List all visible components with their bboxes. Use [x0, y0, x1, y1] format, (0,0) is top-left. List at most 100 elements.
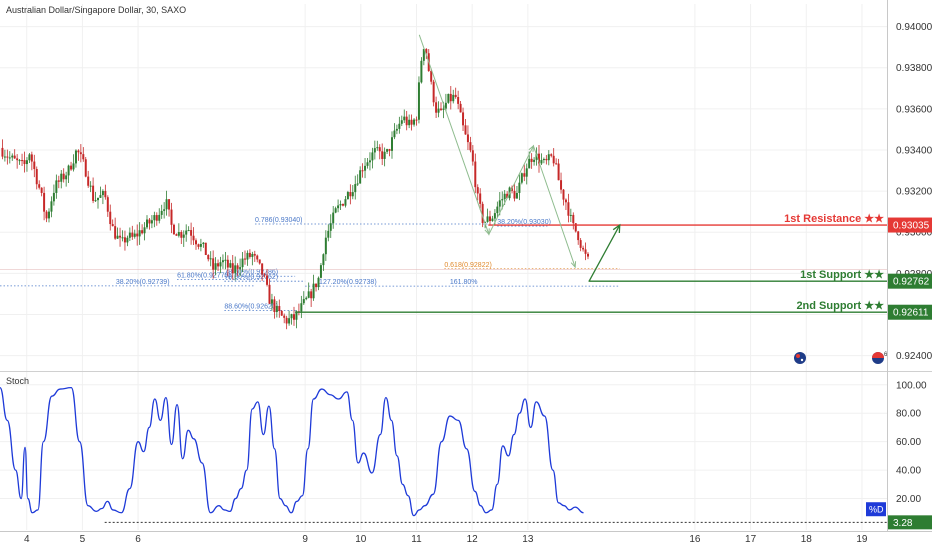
candle-body	[562, 189, 565, 200]
candle-body	[452, 94, 455, 102]
candle-body	[327, 230, 330, 238]
candle-body	[540, 160, 543, 164]
candle-body	[246, 252, 249, 260]
price-tags: 0.93035 0.92762 0.92611 3.28 %D	[866, 217, 932, 530]
stoch-value-text: 3.28	[893, 518, 913, 529]
candle-body	[486, 216, 489, 222]
candle-body	[498, 200, 501, 207]
candle-body	[466, 134, 469, 143]
candle-body	[79, 152, 82, 155]
price-panel[interactable]: Australian Dollar/Singapore Dollar, 30, …	[0, 5, 888, 364]
candle-body	[263, 274, 266, 276]
time-tick-label: 9	[302, 534, 308, 545]
candle-body	[564, 199, 567, 203]
candle-body	[23, 160, 26, 165]
stoch-series	[0, 386, 887, 523]
time-axis[interactable]: 4 5 6 9 10 11 12 13 16 17 18 19	[0, 531, 932, 546]
candle-body	[332, 212, 335, 224]
singapore-flag-icon[interactable]: 6	[872, 352, 888, 364]
candle-body	[280, 310, 283, 316]
candle-body	[341, 204, 344, 206]
candle-body	[221, 260, 224, 263]
candle-body	[204, 242, 207, 256]
candle-body	[197, 244, 200, 247]
candle-body	[16, 158, 19, 161]
price-tag-value: 0.92611	[893, 308, 929, 319]
candle-body	[586, 253, 589, 257]
candle-body	[317, 277, 320, 288]
candle-body	[251, 253, 254, 257]
candle-body	[119, 235, 122, 238]
candle-body	[131, 232, 134, 237]
time-tick-label: 19	[856, 534, 868, 545]
candle-body	[349, 192, 352, 197]
price-axis[interactable]: 0.924000.928000.930000.932000.934000.936…	[887, 0, 932, 532]
stoch-series-icon[interactable]	[866, 502, 886, 517]
candle-body	[11, 155, 14, 158]
candle-body	[417, 82, 420, 120]
australia-flag-icon[interactable]	[794, 352, 806, 364]
candle-body	[72, 163, 75, 170]
candle-body	[464, 125, 467, 135]
candle-body	[493, 213, 496, 219]
candle-body	[415, 119, 418, 121]
candle-body	[351, 192, 354, 197]
candle-body	[141, 230, 144, 234]
candle-body	[177, 232, 180, 236]
time-tick-label: 17	[745, 534, 757, 545]
candle-body	[278, 306, 281, 311]
price-tick-label: 0.94000	[896, 22, 932, 33]
candle-body	[50, 201, 53, 212]
candle-body	[525, 168, 528, 177]
candle-body	[202, 242, 205, 244]
candle-body	[182, 234, 185, 238]
fib-level-label: 0.618(0.92822)	[444, 262, 491, 269]
harmonic-pattern-line	[418, 34, 576, 268]
candle-body	[430, 70, 433, 82]
candle-body	[506, 193, 509, 199]
candle-body	[476, 187, 479, 194]
candle-body	[261, 263, 264, 275]
candle-body	[128, 232, 131, 238]
candle-body	[65, 175, 68, 180]
candle-body	[99, 195, 102, 198]
level-label: 2nd Support ★★	[796, 300, 884, 312]
candle-body	[302, 299, 305, 304]
candle-body	[219, 262, 222, 267]
candle-body	[474, 161, 477, 188]
harmonic-arrowhead	[484, 228, 490, 236]
stoch-panel[interactable]: Stoch	[0, 376, 887, 523]
candle-body	[229, 263, 232, 268]
stoch-d-line	[0, 386, 584, 517]
price-tag	[888, 273, 932, 289]
candle-body	[547, 154, 550, 161]
candle-body	[555, 163, 558, 165]
candle-body	[8, 157, 11, 159]
candle-body	[123, 237, 126, 243]
stoch-series-icon-label: %D	[869, 505, 884, 515]
candle-body	[133, 233, 136, 237]
candle-body	[170, 209, 173, 225]
stoch-tick-label: 40.00	[896, 466, 921, 477]
candle-body	[268, 284, 271, 304]
price-tick-label: 0.93200	[896, 187, 932, 198]
candle-body	[60, 173, 63, 182]
price-tag	[888, 304, 932, 320]
candle-body	[454, 94, 457, 98]
candle-body	[462, 112, 465, 126]
candle-body	[126, 237, 129, 243]
candle-body	[513, 190, 516, 199]
candle-body	[150, 220, 153, 224]
candle-body	[344, 199, 347, 206]
candle-body	[6, 156, 9, 158]
candle-body	[515, 192, 518, 199]
price-tag-value: 0.93035	[893, 221, 930, 232]
candle-body	[393, 130, 396, 138]
harmonic-arrowhead	[570, 261, 577, 269]
candle-body	[381, 151, 384, 159]
candle-body	[3, 156, 6, 158]
candle-body	[582, 247, 585, 250]
candle-body	[496, 206, 499, 214]
candle-body	[224, 259, 227, 261]
